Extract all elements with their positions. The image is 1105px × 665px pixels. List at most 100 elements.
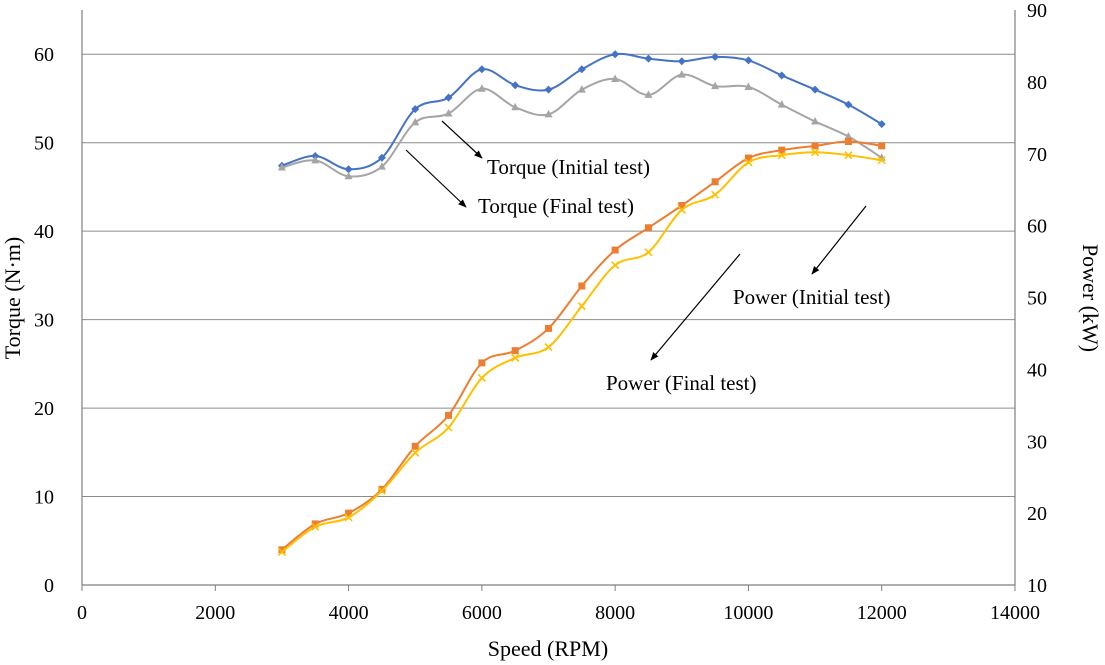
data-point-torque-final-test xyxy=(644,90,653,98)
y-left-tick-label: 10 xyxy=(34,487,54,509)
x-tick-label: 14000 xyxy=(990,602,1040,624)
data-point-torque-final-test xyxy=(511,102,520,111)
y-right-tick-label: 20 xyxy=(1027,503,1047,525)
data-point-torque-final-test xyxy=(777,100,786,108)
data-point-torque-initial-test xyxy=(544,85,553,94)
data-point-torque-initial-test xyxy=(511,81,520,90)
y-right-tick-label: 90 xyxy=(1027,0,1047,22)
data-point-power-final-test xyxy=(844,151,853,160)
data-point-torque-final-test xyxy=(577,85,586,93)
data-point-power-initial-test xyxy=(578,282,586,290)
x-tick-label: 8000 xyxy=(595,602,635,624)
data-point-power-final-test xyxy=(377,486,386,495)
y-right-tick-label: 10 xyxy=(1027,575,1047,597)
data-point-power-initial-test xyxy=(744,154,752,162)
data-point-power-final-test xyxy=(711,190,720,199)
data-point-power-final-test xyxy=(777,151,786,160)
data-point-power-final-test xyxy=(611,261,620,270)
y-right-tick-label: 30 xyxy=(1027,431,1047,453)
data-point-power-final-test xyxy=(311,522,320,531)
data-point-torque-final-test xyxy=(711,81,720,90)
data-point-power-final-test xyxy=(644,248,653,257)
data-point-power-final-test xyxy=(344,513,353,522)
y-left-tick-label: 50 xyxy=(34,133,54,155)
data-point-power-final-test xyxy=(444,423,453,432)
data-point-power-initial-test xyxy=(411,442,419,450)
data-point-power-final-test xyxy=(477,373,486,383)
data-point-power-final-test xyxy=(277,547,286,557)
data-point-torque-initial-test xyxy=(577,65,586,74)
data-point-torque-final-test xyxy=(844,132,853,140)
y-right-tick-label: 50 xyxy=(1027,288,1047,310)
data-point-torque-initial-test xyxy=(411,105,420,114)
data-point-torque-final-test xyxy=(411,117,420,126)
data-point-torque-initial-test xyxy=(711,52,720,61)
data-point-power-initial-test xyxy=(278,546,286,554)
x-tick-label: 0 xyxy=(77,602,87,624)
y-right-tick-label: 70 xyxy=(1027,144,1047,166)
data-point-power-initial-test xyxy=(311,520,319,528)
data-point-torque-final-test xyxy=(477,84,486,92)
y-axis-left-title: Torque (N·m) xyxy=(0,237,25,359)
data-point-torque-final-test xyxy=(544,109,553,118)
data-point-power-initial-test xyxy=(545,324,552,332)
annotation-power-final: Power (Final test) xyxy=(606,371,756,395)
annotation-arrow-power-final xyxy=(650,253,741,361)
y-right-tick-label: 40 xyxy=(1027,359,1047,381)
data-point-power-initial-test xyxy=(678,202,686,209)
data-point-power-final-test xyxy=(877,156,886,165)
data-point-torque-initial-test xyxy=(844,100,853,109)
x-tick-label: 2000 xyxy=(195,602,235,624)
data-point-torque-final-test xyxy=(444,109,453,117)
data-point-power-final-test xyxy=(511,353,520,362)
data-point-power-initial-test xyxy=(811,142,819,150)
data-point-torque-initial-test xyxy=(811,85,820,94)
data-point-power-initial-test xyxy=(478,359,486,367)
data-point-torque-final-test xyxy=(744,82,753,90)
data-point-torque-initial-test xyxy=(777,71,786,80)
data-point-torque-initial-test xyxy=(744,56,753,65)
data-point-power-initial-test xyxy=(445,411,453,419)
x-tick-label: 12000 xyxy=(857,602,907,624)
data-point-power-final-test xyxy=(811,148,820,157)
annotation-power-initial: Power (Initial test) xyxy=(733,285,890,309)
annotation-torque-initial: Torque (Initial test) xyxy=(487,155,650,179)
x-axis-title: Speed (RPM) xyxy=(488,636,608,661)
data-point-torque-initial-test xyxy=(877,120,886,129)
annotation-arrow-torque-initial xyxy=(441,120,483,159)
annotation-torque-final: Torque (Final test) xyxy=(478,194,634,218)
y-right-tick-label: 80 xyxy=(1027,72,1047,94)
data-point-power-initial-test xyxy=(778,146,786,154)
data-point-torque-final-test xyxy=(344,171,353,180)
data-point-power-final-test xyxy=(577,302,586,311)
data-point-torque-final-test xyxy=(811,116,820,125)
x-tick-label: 4000 xyxy=(329,602,369,624)
data-point-power-final-test xyxy=(411,448,420,457)
data-point-torque-initial-test xyxy=(477,65,486,74)
x-tick-label: 6000 xyxy=(462,602,502,624)
y-axis-right-title: Power (kW) xyxy=(1078,244,1103,352)
data-point-power-final-test xyxy=(544,343,553,352)
data-point-power-initial-test xyxy=(511,347,519,355)
data-point-power-initial-test xyxy=(345,509,353,517)
y-left-tick-label: 60 xyxy=(34,44,54,66)
annotation-arrow-torque-final xyxy=(405,149,467,208)
data-point-power-initial-test xyxy=(844,138,852,146)
data-point-power-initial-test xyxy=(611,246,619,254)
data-point-power-initial-test xyxy=(878,142,886,150)
x-tick-label: 10000 xyxy=(723,602,773,624)
y-left-tick-label: 40 xyxy=(34,221,54,243)
y-left-tick-label: 0 xyxy=(44,575,54,597)
data-point-torque-initial-test xyxy=(611,50,620,59)
y-right-tick-label: 60 xyxy=(1027,216,1047,238)
data-point-power-final-test xyxy=(744,158,753,167)
data-point-torque-final-test xyxy=(611,74,620,82)
data-point-torque-final-test xyxy=(277,162,286,171)
y-left-tick-label: 20 xyxy=(34,398,54,420)
y-left-tick-label: 30 xyxy=(34,310,54,332)
annotation-arrow-power-initial xyxy=(811,205,867,275)
data-point-torque-initial-test xyxy=(377,153,386,162)
data-point-power-initial-test xyxy=(711,178,719,186)
data-point-torque-final-test xyxy=(311,155,320,164)
